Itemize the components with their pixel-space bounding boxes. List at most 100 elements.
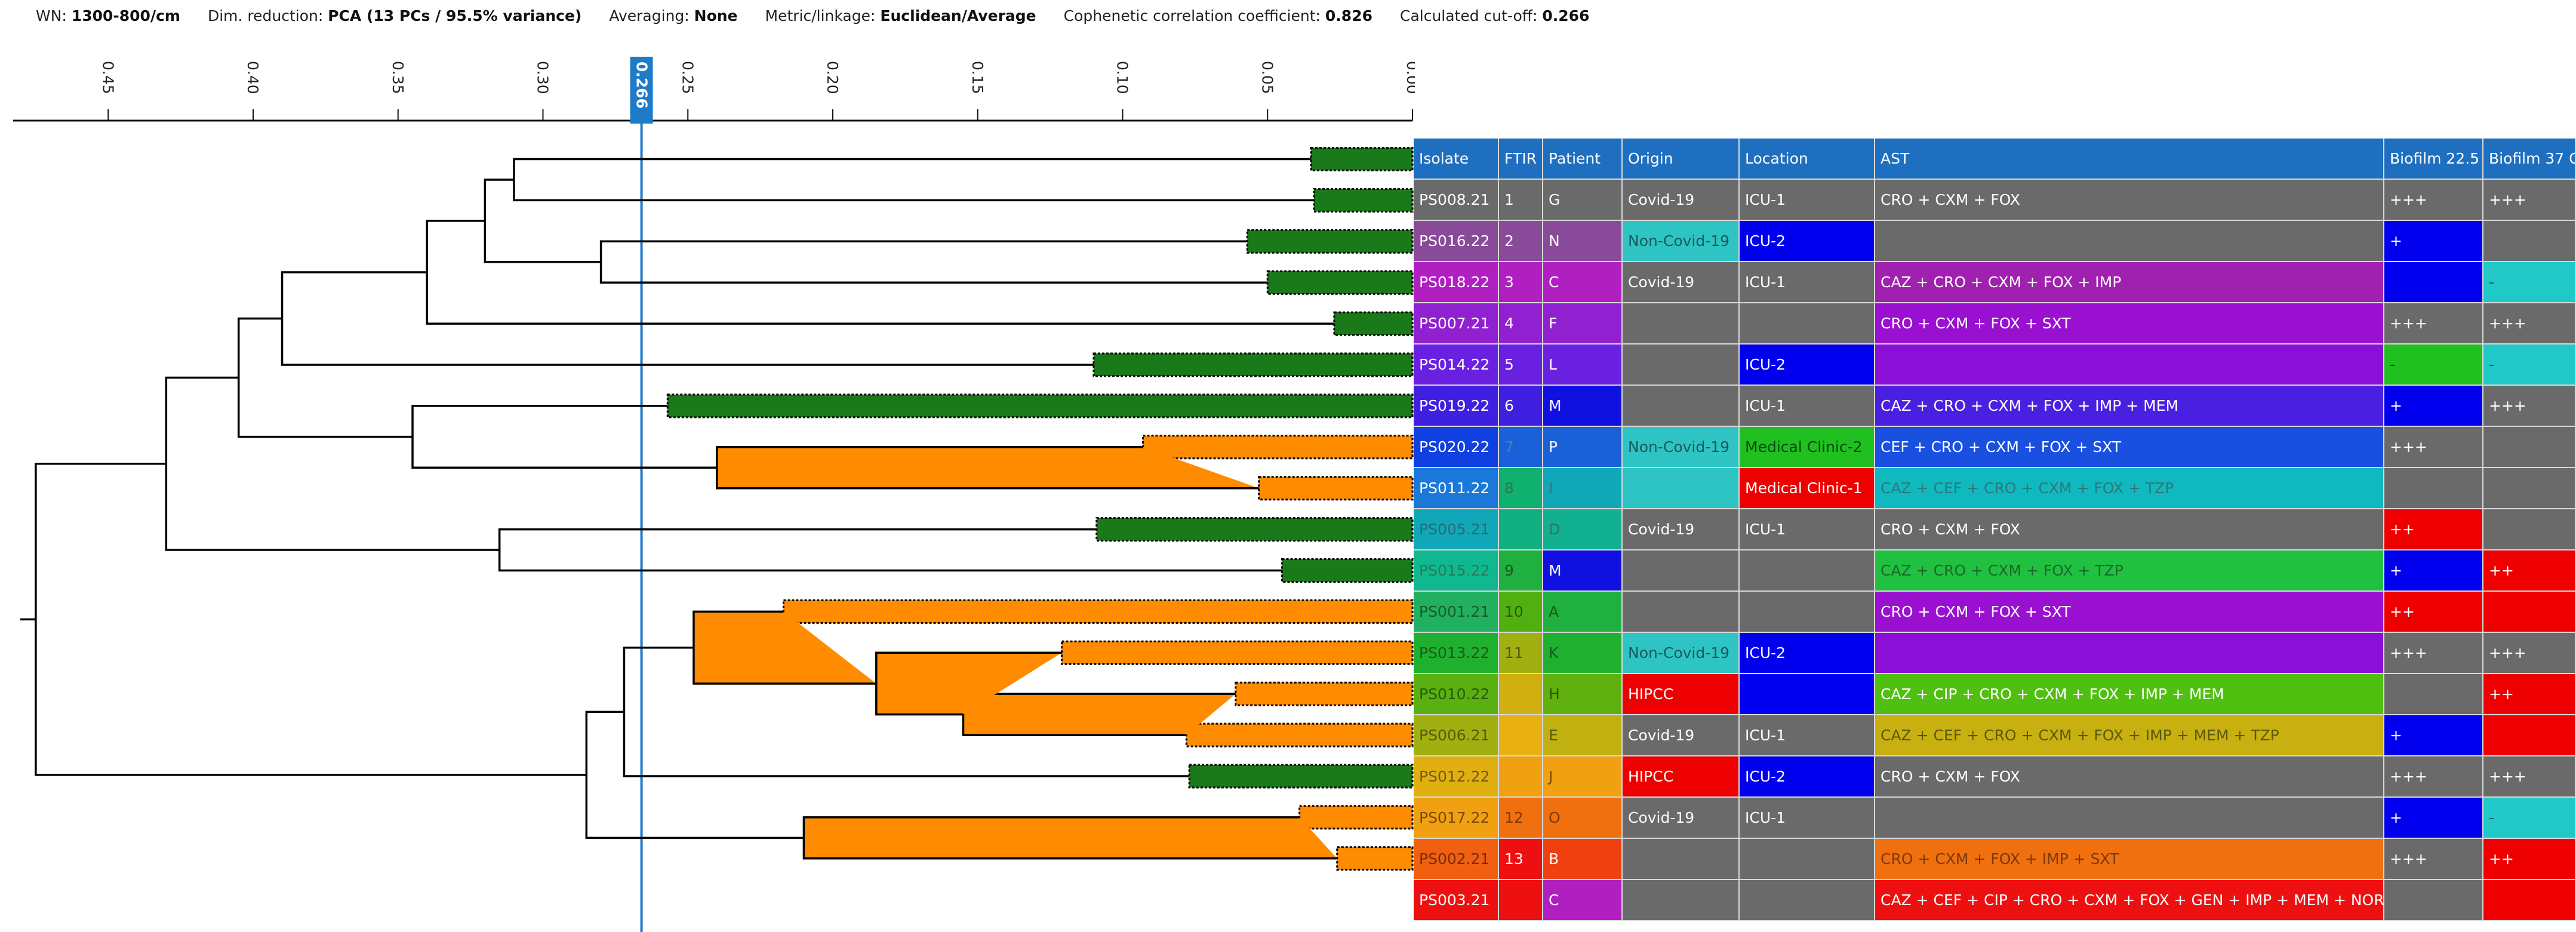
column-header: Origin (1623, 139, 1740, 180)
table-cell (1740, 880, 1875, 921)
table-cell (1499, 715, 1543, 756)
table-cell (2384, 674, 2483, 715)
table-cell: 12 (1499, 798, 1543, 839)
table-cell: 4 (1499, 303, 1543, 344)
table-cell: PS005.21 (1414, 509, 1499, 550)
table-cell (1875, 633, 2384, 674)
table-cell: 13 (1499, 839, 1543, 880)
table-cell: CEF + CRO + CXM + FOX + SXT (1875, 427, 2384, 468)
dendrogram-branch (513, 158, 1314, 202)
leaf-bar (782, 599, 1414, 624)
table-cell: +++ (2384, 180, 2483, 221)
dendrogram-branch (484, 179, 601, 263)
axis-tick-label: 0.30 (534, 61, 552, 94)
leaf-bar (1188, 764, 1414, 789)
table-cell: 5 (1499, 344, 1543, 386)
table-cell (1875, 798, 2384, 839)
leaf-bar (1333, 311, 1414, 336)
axis-tick-label: 0.40 (244, 61, 261, 94)
table-cell (2384, 880, 2483, 921)
axis-tick-label: 0.00 (1404, 61, 1415, 94)
table-cell: N (1543, 221, 1623, 262)
table-cell (1623, 468, 1740, 509)
table-cell: Non-Covid-19 (1623, 221, 1740, 262)
header-label: Averaging: (609, 7, 694, 24)
table-cell: ICU-2 (1740, 756, 1875, 798)
leaf-bar (1185, 722, 1414, 748)
table-cell: CAZ + CRO + CXM + FOX + IMP (1875, 262, 2384, 303)
table-cell: + (2384, 386, 2483, 427)
table-cell: PS015.22 (1414, 550, 1499, 592)
table-cell: CAZ + CEF + CRO + CXM + FOX + IMP + MEM … (1875, 715, 2384, 756)
table-cell: D (1543, 509, 1623, 550)
table-cell: PS008.21 (1414, 180, 1499, 221)
table-cell: ICU-1 (1740, 262, 1875, 303)
table-cell: 2 (1499, 221, 1543, 262)
table-row: PS011.22 8 I Medical Clinic-1 CAZ + CEF + CR… (1414, 468, 2576, 509)
table-cell (1623, 386, 1740, 427)
table-cell (1740, 592, 1875, 633)
table-cell (1499, 674, 1543, 715)
table-row: PS008.21 1 G Covid-19 ICU-1 CRO + CXM + FOX ++… (1414, 180, 2576, 221)
cluster-fill (963, 694, 1236, 736)
table-cell (1623, 303, 1740, 344)
table-row: PS016.22 2 N Non-Covid-19 ICU-2 + (1414, 221, 2576, 262)
leaf-bar (1258, 476, 1414, 501)
table-row: PS006.21 E Covid-19 ICU-1 CAZ + CEF + CRO + … (1414, 715, 2576, 756)
table-cell: Medical Clinic-2 (1740, 427, 1875, 468)
table-cell: CRO + CXM + FOX (1875, 756, 2384, 798)
table-cell: PS007.21 (1414, 303, 1499, 344)
header-item: Averaging: None (609, 7, 737, 24)
leaf-bar (1141, 435, 1414, 460)
table-cell: PS010.22 (1414, 674, 1499, 715)
table-cell (1875, 344, 2384, 386)
table-cell: K (1543, 633, 1623, 674)
table-cell: Covid-19 (1623, 180, 1740, 221)
table-cell (2483, 468, 2576, 509)
table-cell: B (1543, 839, 1623, 880)
table-cell: I (1543, 468, 1623, 509)
table-cell (1623, 839, 1740, 880)
column-header: Biofilm 37 C (2483, 139, 2576, 180)
table-cell (1623, 550, 1740, 592)
column-header: Isolate (1414, 139, 1499, 180)
leaf-bar (666, 393, 1414, 419)
table-cell: ICU-1 (1740, 798, 1875, 839)
table-cell: CAZ + CRO + CXM + FOX + TZP (1875, 550, 2384, 592)
table-cell: PS014.22 (1414, 344, 1499, 386)
table-cell: J (1543, 756, 1623, 798)
table-cell: - (2483, 798, 2576, 839)
table-cell: PS002.21 (1414, 839, 1499, 880)
table-cell (1623, 592, 1740, 633)
table-cell: ++ (2384, 509, 2483, 550)
table-cell: 10 (1499, 592, 1543, 633)
table-cell (2483, 427, 2576, 468)
table-cell (1740, 674, 1875, 715)
table-row: PS005.21 D Covid-19 ICU-1 CRO + CXM + FOX ++ (1414, 509, 2576, 550)
table-cell (1740, 303, 1875, 344)
table-cell: M (1543, 550, 1623, 592)
header-item: Calculated cut-off: 0.266 (1400, 7, 1589, 24)
axis-tick-label: 0.35 (389, 61, 407, 94)
table-cell: - (2483, 344, 2576, 386)
header-label: Calculated cut-off: (1399, 7, 1543, 24)
table-cell (1499, 756, 1543, 798)
table-cell (2483, 715, 2576, 756)
table-cell: ++ (2483, 550, 2576, 592)
metadata-table: Isolate FTIR Patient Origin Location AST Biofi… (1414, 139, 2576, 921)
table-row: PS020.22 7 P Non-Covid-19 Medical Clinic-2 CE… (1414, 427, 2576, 468)
dendrogram: 0.45 0.40 0.35 0.30 0.25 0.20 0.15 0.10 0.05 0.00… (13, 57, 1415, 932)
table-cell (2483, 509, 2576, 550)
table-cell: PS011.22 (1414, 468, 1499, 509)
table-row: PS018.22 3 C Covid-19 ICU-1 CAZ + CRO + CXM +… (1414, 262, 2576, 303)
table-cell: Covid-19 (1623, 509, 1740, 550)
table-cell (1623, 880, 1740, 921)
leaf-bar (1246, 229, 1414, 254)
table-cell: H (1543, 674, 1623, 715)
header-value: 0.826 (1325, 7, 1372, 24)
table-cell: - (2483, 262, 2576, 303)
table-cell: PS012.22 (1414, 756, 1499, 798)
cutoff-label: 0.266 (633, 61, 651, 109)
table-cell: 6 (1499, 386, 1543, 427)
table-cell: ICU-1 (1740, 715, 1875, 756)
